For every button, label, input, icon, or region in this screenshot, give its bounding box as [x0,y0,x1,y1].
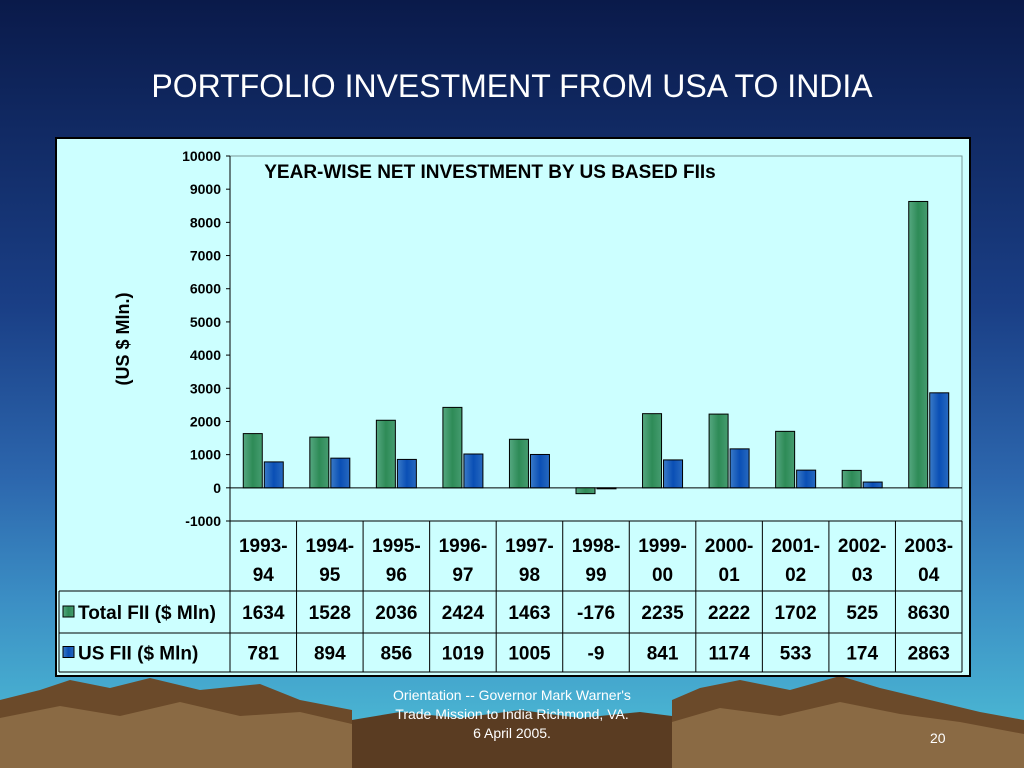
category-label: 1996- [439,536,488,557]
data-label: 1463 [508,603,550,624]
bar-us-fii [729,448,750,489]
category-label: 01 [719,565,741,586]
category-label: 1994- [306,536,355,557]
footer-line-1: Orientation -- Governor Mark Warner's [393,687,631,703]
data-label: 1702 [774,603,816,624]
data-label: 856 [381,644,413,665]
y-tick-label: 7000 [190,248,221,264]
y-tick-label: 0 [213,480,221,496]
category-label: 99 [585,565,606,586]
category-label: 2000- [705,536,754,557]
y-tick-label: 4000 [190,347,221,363]
bar-us-fii [529,453,550,489]
data-label: 2036 [375,603,417,624]
data-label: -9 [588,644,605,665]
data-label: 1174 [708,644,750,665]
slide-number: 20 [930,730,946,746]
category-label: 03 [852,565,873,586]
chart-title: YEAR-WISE NET INVESTMENT BY US BASED FII… [264,162,715,183]
chart-frame: -1000 0 1000 2000 3000 4000 5000 6000 7000 8000 90… [55,137,971,677]
bar-us-fii [862,481,883,489]
category-label: 96 [386,565,407,586]
legend-key-total-fii [62,605,75,618]
bar-us-fii [596,487,617,490]
data-label: 533 [780,644,812,665]
data-label: 841 [647,644,679,665]
bar-us-fii [396,458,417,489]
category-label: 1998- [572,536,621,557]
bar-total-fii [442,406,463,489]
y-tick-label: 10000 [182,148,221,164]
category-label: 98 [519,565,540,586]
data-label: 8630 [908,603,950,624]
bar-total-fii [708,413,729,489]
category-label: 02 [785,565,806,586]
legend-label-us-fii: US FII ($ Mln) [78,644,198,665]
bar-us-fii [929,392,950,489]
bar-total-fii [775,430,796,489]
data-label: 525 [846,603,878,624]
data-label: 781 [247,644,279,665]
bar-us-fii [330,457,351,489]
y-tick-label: -1000 [185,513,221,529]
bar-chart: -100001000200030004000500060007000800090… [58,148,963,673]
y-axis-label: (US $ Mln.) [113,292,133,385]
data-label: 2222 [708,603,750,624]
bar-us-fii [463,453,484,489]
y-tick-label: 5000 [190,314,221,330]
y-tick-label: 1000 [190,447,221,463]
y-tick-label: 2000 [190,413,221,429]
bar-total-fii [575,487,596,495]
category-label: 1995- [372,536,421,557]
bar-total-fii [375,419,396,489]
legend-label-total-fii: Total FII ($ Mln) [78,603,216,624]
legend-key-us-fii [62,646,75,658]
category-label: 1999- [638,536,687,557]
category-label: 94 [253,565,275,586]
plot-area [229,155,963,522]
data-label: 1634 [242,603,285,624]
y-tick-label: 8000 [190,214,221,230]
data-label: 2235 [641,603,684,624]
category-label: 2003- [904,536,953,557]
data-label: 1528 [309,603,351,624]
bar-us-fii [263,461,284,489]
bar-total-fii [309,436,330,489]
footer-line-2: Trade Mission to India Richmond, VA. [395,706,629,722]
data-label: 2424 [442,603,485,624]
category-label: 04 [918,565,940,586]
category-label: 97 [452,565,473,586]
bar-total-fii [841,469,862,489]
bar-total-fii [242,433,263,489]
bar-us-fii [796,469,817,489]
footer-line-3: 6 April 2005. [473,725,551,741]
data-label: 1019 [442,644,484,665]
category-label: 00 [652,565,673,586]
bar-total-fii [642,413,663,489]
bar-us-fii [663,459,684,489]
slide-title: PORTFOLIO INVESTMENT FROM USA TO INDIA [151,68,873,104]
category-label: 95 [319,565,341,586]
data-label: -176 [577,603,615,624]
category-label: 1993- [239,536,288,557]
category-label: 2001- [771,536,820,557]
bar-total-fii [908,200,929,489]
y-tick-label: 6000 [190,281,221,297]
data-label: 2863 [908,644,950,665]
data-label: 1005 [508,644,551,665]
y-tick-label: 9000 [190,181,221,197]
category-label: 1997- [505,536,554,557]
y-tick-label: 3000 [190,380,221,396]
category-label: 2002- [838,536,887,557]
bar-total-fii [508,438,529,489]
data-label: 174 [846,644,878,665]
data-label: 894 [314,644,346,665]
footer-text: Orientation -- Governor Mark Warner's Tr… [352,686,672,743]
